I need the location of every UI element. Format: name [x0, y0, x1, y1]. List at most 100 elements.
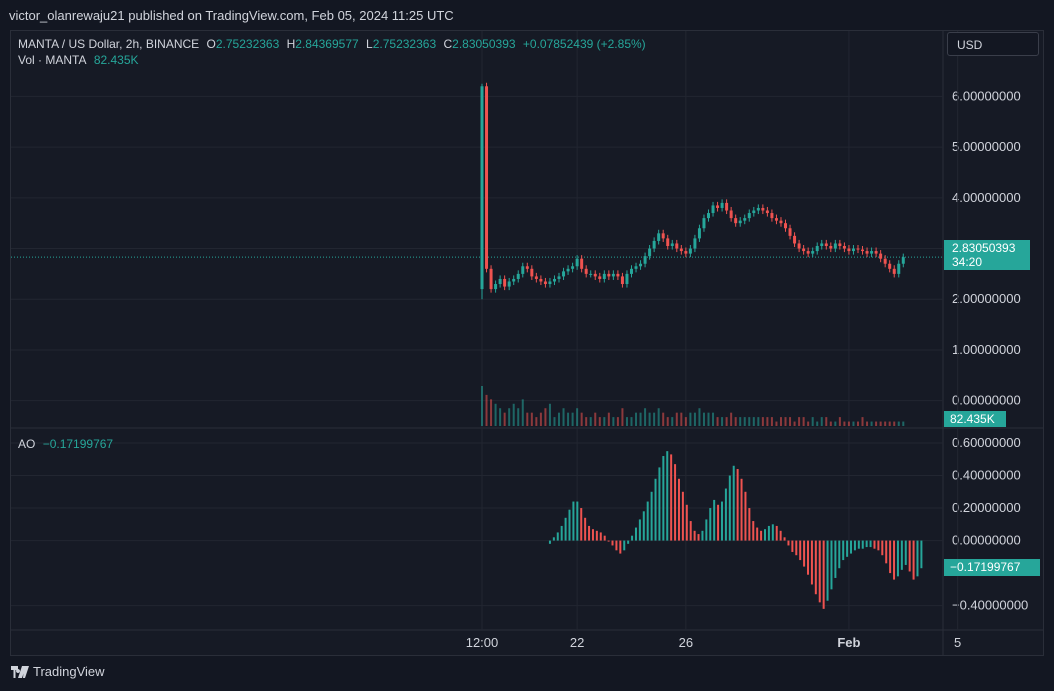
candle-body — [834, 243, 837, 248]
candle-body — [861, 250, 864, 252]
candle-body — [607, 274, 610, 277]
price-tick-label: 5.00000000 — [952, 139, 1021, 154]
ao-bar — [651, 492, 653, 541]
volume-bar — [504, 413, 506, 426]
candle-body — [539, 279, 542, 282]
ao-tag: −0.17199767 — [944, 559, 1040, 576]
volume-bar — [871, 422, 873, 426]
volume-bar — [581, 413, 583, 426]
volume-tag: 82.435K — [944, 411, 1006, 427]
candle-body — [630, 269, 633, 274]
volume-bar — [671, 417, 673, 426]
ao-bar — [784, 537, 786, 540]
ao-bar — [678, 479, 680, 541]
candle-body — [847, 249, 850, 252]
candle-body — [843, 246, 846, 249]
ao-bar — [748, 508, 750, 541]
candle-body — [508, 281, 511, 286]
footer-brand-label: TradingView — [33, 664, 105, 679]
candle-body — [621, 276, 624, 284]
symbol-title[interactable]: MANTA / US Dollar, 2h, BINANCE — [18, 37, 199, 51]
volume-bar — [730, 413, 732, 426]
volume-bar — [798, 417, 800, 426]
volume-bar — [635, 413, 637, 426]
currency-button[interactable]: USD — [947, 32, 1039, 56]
ao-bar — [858, 541, 860, 549]
candle-body — [893, 269, 896, 274]
volume-bar — [880, 422, 882, 426]
price-tick-label: 6.00000000 — [952, 88, 1021, 103]
tradingview-logo-icon — [11, 666, 29, 678]
ao-bar — [643, 511, 645, 540]
volume-bar — [748, 417, 750, 426]
ao-bar — [612, 541, 614, 546]
ao-label[interactable]: AO — [18, 437, 35, 451]
volume-bar — [780, 417, 782, 426]
ao-bar — [608, 541, 610, 542]
volume-bar — [902, 422, 904, 426]
volume-bar — [667, 417, 669, 426]
ao-bar — [744, 492, 746, 541]
volume-bar — [626, 417, 628, 426]
candle-body — [707, 213, 710, 218]
last-price-value: 2.83050393 — [952, 241, 1022, 255]
ao-bar — [569, 510, 571, 541]
ao-bar — [916, 541, 918, 577]
candle-body — [761, 208, 764, 211]
ao-bar — [764, 529, 766, 540]
candle-body — [481, 86, 484, 289]
ao-bar — [901, 541, 903, 570]
ao-bar — [623, 541, 625, 551]
ao-bar — [580, 508, 582, 541]
ao-bar — [588, 526, 590, 541]
candle-body — [725, 203, 728, 211]
candle-body — [689, 249, 692, 254]
candle-body — [544, 281, 547, 284]
ao-bar — [733, 466, 735, 541]
ao-bar — [803, 541, 805, 567]
candle-body — [693, 238, 696, 248]
candle-body — [639, 264, 642, 267]
candle-body — [856, 249, 859, 250]
change-value: +0.07852439 (+2.85%) — [523, 37, 646, 51]
volume-bar — [785, 417, 787, 426]
volume-bar — [676, 413, 678, 426]
volume-bar — [708, 413, 710, 426]
volume-label[interactable]: Vol · MANTA — [18, 53, 86, 67]
ao-value: −0.17199767 — [43, 437, 113, 451]
candle-body — [548, 281, 551, 284]
time-tick-label: 12:00 — [466, 635, 499, 650]
main-legend: MANTA / US Dollar, 2h, BINANCE O2.752323… — [18, 37, 650, 51]
volume-bar — [549, 404, 551, 426]
ao-bar — [776, 526, 778, 541]
ao-bar — [584, 518, 586, 541]
candle-body — [512, 279, 515, 282]
ao-bar — [658, 467, 660, 540]
ao-tick-label: 0.20000000 — [952, 500, 1021, 515]
volume-bar — [843, 422, 845, 426]
ao-bar — [600, 532, 602, 540]
candle-body — [576, 259, 579, 267]
volume-bar — [862, 417, 864, 426]
candle-body — [721, 203, 724, 208]
high-label: H — [287, 37, 296, 51]
candle-body — [807, 251, 810, 254]
ao-bar — [834, 541, 836, 578]
volume-bar — [599, 417, 601, 426]
volume-bar — [653, 413, 655, 426]
open-label: O — [207, 37, 216, 51]
volume-bar — [567, 413, 569, 426]
footer-brand[interactable]: TradingView — [11, 664, 105, 679]
ao-bar — [662, 456, 664, 541]
ao-bar — [819, 541, 821, 603]
volume-bar — [771, 417, 773, 426]
candle-body — [653, 241, 656, 249]
ao-bar — [756, 528, 758, 541]
ao-bar — [877, 541, 879, 551]
candle-body — [811, 251, 814, 254]
ao-bar — [846, 541, 848, 557]
candle-body — [644, 256, 647, 264]
volume-bar — [744, 417, 746, 426]
candle-body — [798, 243, 801, 248]
